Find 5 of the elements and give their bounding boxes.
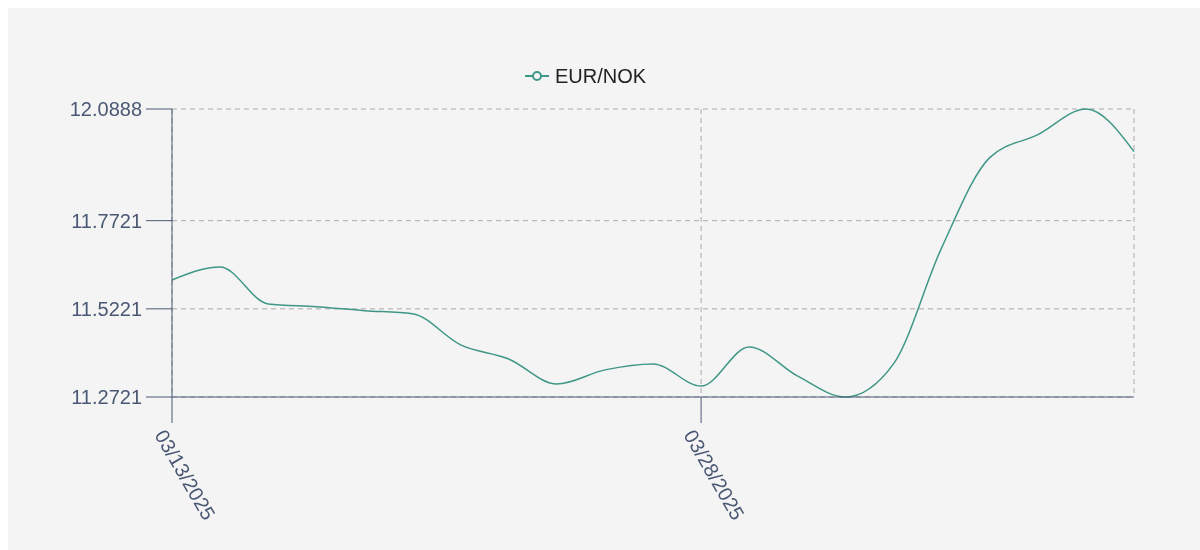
y-tick-label: 11.2721 (71, 386, 142, 408)
y-tick-label: 11.5221 (71, 297, 142, 320)
legend-label: EUR/NOK (555, 65, 647, 87)
y-tick-label: 12.0888 (69, 98, 142, 120)
y-tick-label: 11.7721 (71, 209, 142, 232)
